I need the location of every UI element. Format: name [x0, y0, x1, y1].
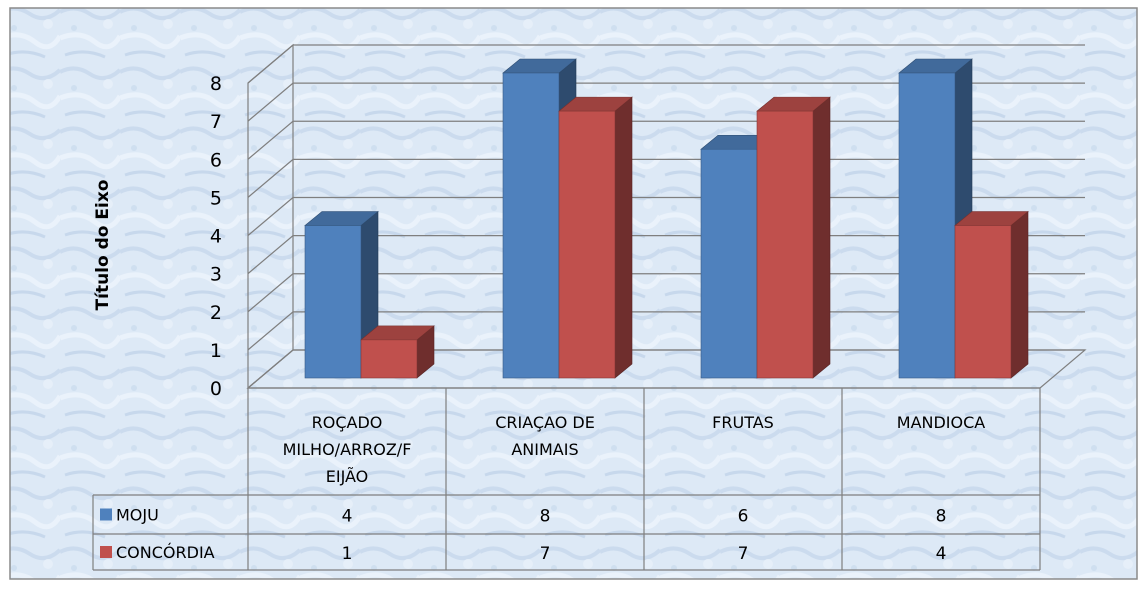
gridline — [247, 82, 1085, 122]
y-tick-label: 4 — [210, 226, 222, 248]
legend-swatch — [100, 546, 112, 558]
data-label: 6 — [738, 507, 749, 527]
y-tick-label: 6 — [210, 149, 222, 171]
data-label: 7 — [540, 544, 551, 564]
data-label: 8 — [936, 507, 947, 527]
y-tick-label: 0 — [210, 378, 222, 400]
gridline — [247, 44, 1085, 84]
category-label: FRUTAS — [712, 413, 774, 432]
category-label: CRIAÇAO DE — [495, 413, 595, 432]
legend-label: CONCÓRDIA — [116, 543, 215, 562]
category-label: ANIMAIS — [511, 440, 578, 459]
data-label: 4 — [936, 544, 947, 564]
legend-label: MOJU — [116, 506, 159, 525]
category-label: EIJÃO — [326, 467, 369, 486]
category-label: MANDIOCA — [897, 413, 986, 432]
bar — [304, 225, 362, 379]
y-tick-label: 5 — [210, 187, 222, 209]
data-label: 8 — [540, 507, 551, 527]
bar — [954, 225, 1012, 379]
bar — [502, 72, 560, 379]
category-label: ROÇADO — [312, 413, 383, 432]
y-tick-label: 7 — [210, 111, 222, 133]
y-tick-label: 1 — [210, 340, 222, 362]
y-axis-title: Título do Eixo — [93, 180, 113, 311]
bar — [898, 72, 956, 379]
y-tick-label: 2 — [210, 302, 222, 324]
bar — [756, 110, 814, 379]
data-label: 1 — [342, 544, 353, 564]
y-tick-label: 3 — [210, 264, 222, 286]
data-label: 7 — [738, 544, 749, 564]
bar — [360, 339, 418, 379]
category-label: MILHO/ARROZ/F — [283, 440, 412, 459]
y-tick-label: 8 — [210, 73, 222, 95]
bar — [558, 110, 616, 379]
bar — [700, 148, 758, 379]
bar-side — [1010, 210, 1029, 379]
bar-side — [614, 96, 633, 379]
legend-swatch — [100, 508, 112, 521]
data-label: 4 — [342, 507, 353, 527]
bar-side — [812, 96, 831, 379]
